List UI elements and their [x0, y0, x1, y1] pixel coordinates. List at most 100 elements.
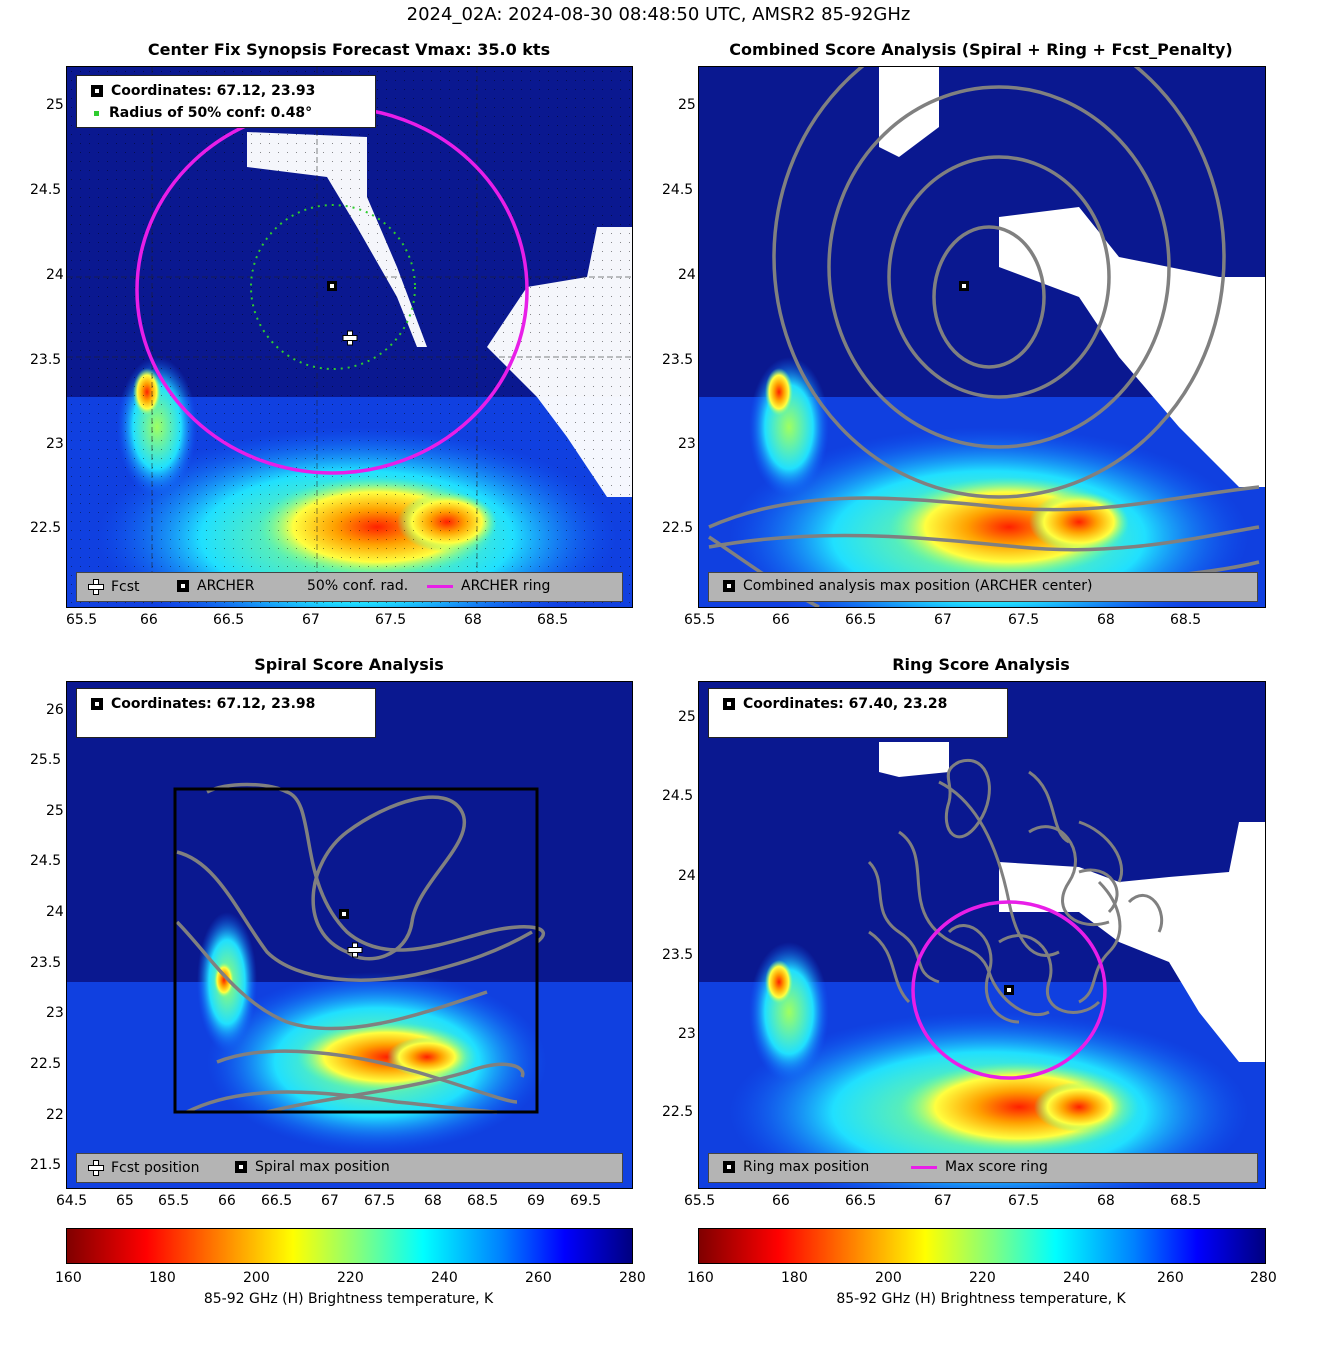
ring-line-icon	[427, 584, 453, 588]
cbar-tick: 200	[243, 1270, 270, 1286]
xtick: 67	[934, 1193, 952, 1209]
spiral-square-icon	[91, 698, 103, 710]
panel-spiral: Coordinates: 67.12, 23.98 Fcst position …	[66, 681, 633, 1189]
fcst-cross-icon	[87, 1159, 105, 1177]
xtick: 68.5	[1170, 612, 1202, 628]
panel-synopsis: Coordinates: 67.12, 23.93 Radius of 50% …	[66, 66, 633, 608]
coordinates-text: Coordinates: 67.40, 23.28	[743, 696, 948, 712]
xtick: 68	[424, 1193, 442, 1209]
ytick: 21.5	[30, 1157, 62, 1173]
colorbar-label: 85-92 GHz (H) Brightness temperature, K	[836, 1291, 1126, 1307]
analysis-box	[173, 787, 539, 1114]
ytick: 24	[678, 267, 696, 283]
legend-spiral: Fcst position Spiral max position	[76, 1153, 623, 1183]
xtick: 66	[218, 1193, 236, 1209]
ytick: 22	[46, 1107, 64, 1123]
ytick: 24.5	[662, 788, 694, 804]
ytick: 22.5	[30, 520, 62, 536]
cbar-tick: 200	[875, 1270, 902, 1286]
xtick: 65	[116, 1193, 134, 1209]
cbar-tick: 180	[149, 1270, 176, 1286]
xtick: 67.5	[1008, 1193, 1040, 1209]
ytick: 24	[678, 868, 696, 884]
figure-title: 2024_02A: 2024-08-30 08:48:50 UTC, AMSR2…	[406, 4, 911, 25]
legend-ring-max: Ring max position	[743, 1159, 870, 1175]
cbar-tick: 240	[431, 1270, 458, 1286]
ytick: 22.5	[662, 1104, 694, 1120]
xtick: 68.5	[537, 612, 569, 628]
colorbar-right	[698, 1228, 1266, 1264]
ytick: 23	[678, 436, 696, 452]
xtick: 67	[321, 1193, 339, 1209]
coordinates-text: Coordinates: 67.12, 23.93	[111, 83, 316, 99]
ytick: 23.5	[662, 947, 694, 963]
xtick: 67.5	[364, 1193, 396, 1209]
legend-ring: Ring max position Max score ring	[708, 1153, 1258, 1183]
cbar-tick: 160	[687, 1270, 714, 1286]
legend-spiral-max: Spiral max position	[255, 1159, 390, 1175]
legend-max-score-ring: Max score ring	[945, 1159, 1048, 1175]
ytick: 25	[46, 97, 64, 113]
cbar-tick: 280	[1250, 1270, 1277, 1286]
xtick: 68.5	[1170, 1193, 1202, 1209]
legend-combined: Combined analysis max position (ARCHER c…	[708, 572, 1258, 602]
xtick: 66	[140, 612, 158, 628]
xtick: 64.5	[56, 1193, 88, 1209]
xtick: 65.5	[66, 612, 98, 628]
panel-combined: Combined analysis max position (ARCHER c…	[698, 66, 1266, 608]
legend-archer: ARCHER	[197, 578, 255, 594]
ytick: 23.5	[30, 352, 62, 368]
xtick: 66.5	[845, 1193, 877, 1209]
legend-synopsis: Fcst ARCHER 50% conf. rad. ARCHER ring	[76, 572, 623, 602]
colorbar-left	[66, 1228, 633, 1264]
spiral-square-icon	[235, 1161, 247, 1173]
ytick: 24.5	[30, 853, 62, 869]
cbar-tick: 260	[1157, 1270, 1184, 1286]
panel-title-combined: Combined Score Analysis (Spiral + Ring +…	[729, 40, 1233, 59]
max-score-ring	[911, 900, 1107, 1080]
combined-image	[699, 67, 1265, 607]
ytick: 26	[46, 702, 64, 718]
colorbar-label: 85-92 GHz (H) Brightness temperature, K	[203, 1291, 494, 1307]
xtick: 66	[772, 612, 790, 628]
xtick: 68.5	[467, 1193, 499, 1209]
ytick: 24.5	[30, 182, 62, 198]
archer-square-icon	[177, 580, 189, 592]
xtick: 65.5	[158, 1193, 190, 1209]
xtick: 67	[302, 612, 320, 628]
conf-dot-icon	[94, 110, 99, 116]
panel-title-synopsis: Center Fix Synopsis Forecast Vmax: 35.0 …	[147, 40, 551, 59]
max-square-icon	[723, 580, 735, 592]
ytick: 24	[46, 267, 64, 283]
ytick: 25	[678, 709, 696, 725]
ring-contours	[867, 758, 1164, 1024]
ytick: 22.5	[30, 1056, 62, 1072]
ytick: 23	[46, 436, 64, 452]
ytick: 23.5	[30, 955, 62, 971]
xtick: 67.5	[375, 612, 407, 628]
xtick: 67	[934, 612, 952, 628]
conf-radius-circle	[250, 204, 416, 370]
cbar-tick: 280	[619, 1270, 646, 1286]
ytick: 25	[46, 803, 64, 819]
conf-radius-text: Radius of 50% conf: 0.48°	[109, 105, 313, 121]
ytick: 24	[46, 904, 64, 920]
coordinates-box: Coordinates: 67.12, 23.93 Radius of 50% …	[76, 75, 376, 128]
cbar-tick: 220	[337, 1270, 364, 1286]
xtick: 69.5	[570, 1193, 602, 1209]
coordinates-box: Coordinates: 67.12, 23.98	[76, 688, 376, 738]
xtick: 67.5	[1008, 612, 1040, 628]
xtick: 68	[1097, 1193, 1115, 1209]
cbar-tick: 180	[781, 1270, 808, 1286]
legend-combined-max: Combined analysis max position (ARCHER c…	[743, 578, 1093, 594]
xtick: 69	[527, 1193, 545, 1209]
xtick: 66	[772, 1193, 790, 1209]
cbar-tick: 160	[55, 1270, 82, 1286]
ring-square-icon	[723, 698, 735, 710]
coordinates-text: Coordinates: 67.12, 23.98	[111, 696, 316, 712]
ytick: 23.5	[662, 352, 694, 368]
xtick: 66.5	[213, 612, 245, 628]
panel-title-ring: Ring Score Analysis	[892, 655, 1070, 674]
legend-archer-ring: ARCHER ring	[461, 578, 551, 594]
ytick: 25.5	[30, 752, 62, 768]
